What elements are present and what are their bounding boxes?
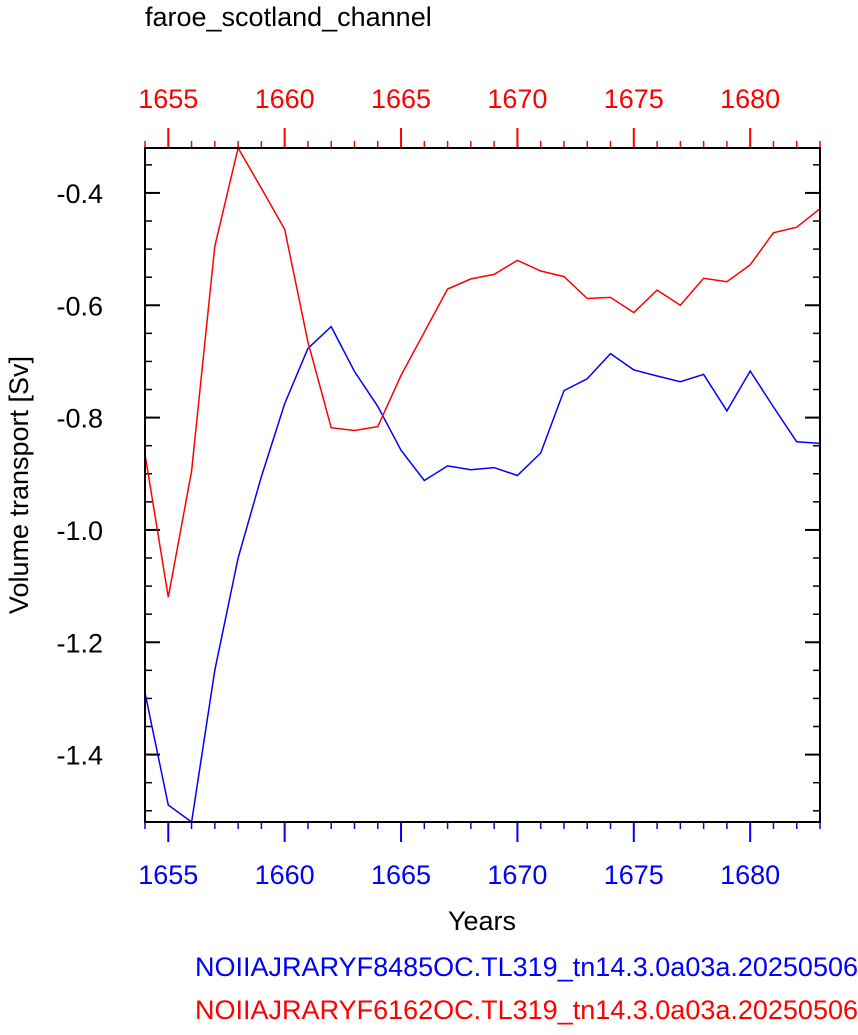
y-tick-label: -0.4: [56, 179, 103, 209]
series-layer: [145, 148, 820, 822]
y-tick-label: -0.8: [56, 404, 103, 434]
series-line-1: [145, 148, 820, 598]
top-x-axis: 1655 1660 1665 1670 1675 1680: [138, 84, 821, 148]
bottom-tick-label: 1660: [255, 860, 315, 890]
y-tick-label: -1.4: [56, 741, 103, 771]
legend-entry-blue: NOIIAJRARYF8485OC.TL319_tn14.3.0a03a.202…: [195, 952, 858, 982]
bottom-tick-label: 1655: [138, 860, 198, 890]
bottom-x-axis: 1655 1660 1665 1670 1675 1680: [138, 822, 821, 890]
y-tick-label: -1.2: [56, 628, 103, 658]
top-tick-label: 1680: [720, 84, 780, 114]
legend-entry-red: NOIIAJRARYF6162OC.TL319_tn14.3.0a03a.202…: [195, 995, 858, 1025]
plot-frame: [144, 147, 821, 823]
bottom-tick-label: 1675: [604, 860, 664, 890]
top-tick-label: 1665: [371, 84, 431, 114]
top-tick-label: 1670: [487, 84, 547, 114]
x-axis-label: Years: [448, 906, 516, 936]
top-tick-label: 1655: [138, 84, 198, 114]
bottom-tick-label: 1670: [487, 860, 547, 890]
top-tick-label: 1675: [604, 84, 664, 114]
series-line-0: [145, 325, 820, 822]
y-tick-label: -1.0: [56, 516, 103, 546]
bottom-tick-label: 1680: [720, 860, 780, 890]
top-tick-label: 1660: [255, 84, 315, 114]
chart-title: faroe_scotland_channel: [145, 2, 432, 32]
y-tick-label: -0.6: [56, 291, 103, 321]
bottom-tick-label: 1665: [371, 860, 431, 890]
y-axis-label: Volume transport [Sv]: [4, 356, 34, 614]
y-axis: -0.4 -0.6 -0.8 -1.0 -1.2 -1.4: [56, 164, 820, 812]
